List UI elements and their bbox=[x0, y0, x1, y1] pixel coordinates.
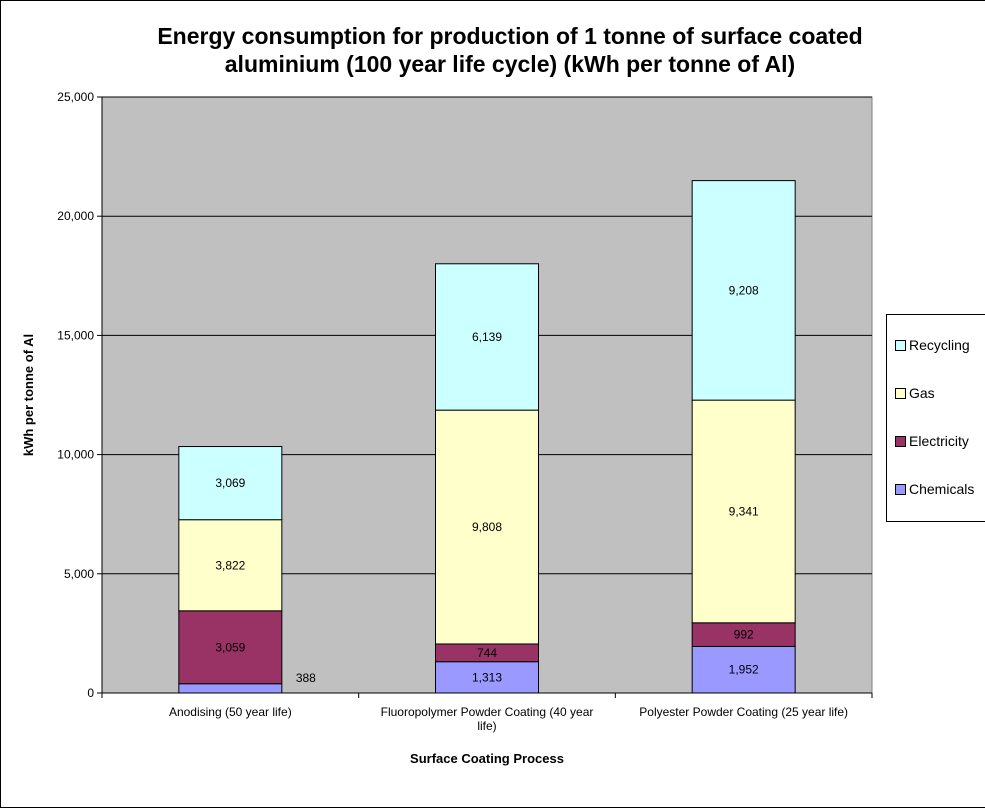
legend-item-gas: Gas bbox=[895, 385, 935, 401]
legend-item-chemicals: Chemicals bbox=[895, 481, 974, 497]
bar-segment-chemicals bbox=[691, 645, 796, 694]
y-tick-label: 15,000 bbox=[57, 328, 94, 342]
x-axis-title: Surface Coating Process bbox=[410, 751, 564, 766]
legend-item-recycling: Recycling bbox=[895, 337, 970, 353]
legend-label-chemicals: Chemicals bbox=[909, 481, 975, 497]
bar-segment-recycling bbox=[691, 180, 796, 401]
y-tick-label: 20,000 bbox=[57, 209, 94, 223]
data-label-electricity: 3,059 bbox=[215, 640, 245, 654]
data-label-gas: 9,341 bbox=[729, 504, 759, 518]
legend-swatch-electricity bbox=[895, 435, 906, 447]
data-label-recycling: 9,208 bbox=[729, 283, 759, 297]
chart-title-line-2: aluminium (100 year life cycle) (kWh per… bbox=[224, 51, 796, 77]
category-label: Anodising (50 year life) bbox=[169, 705, 292, 719]
legend-label-gas: Gas bbox=[909, 385, 935, 401]
legend: Recycling Gas Electricity Chemicals bbox=[886, 314, 985, 522]
category-label: life) bbox=[477, 719, 496, 733]
data-label-gas: 3,822 bbox=[215, 558, 245, 572]
bar-segment-recycling bbox=[435, 263, 539, 411]
y-tick-label: 0 bbox=[87, 686, 94, 700]
bar-segment-electricity bbox=[178, 610, 283, 685]
category-label: Fluoropolymer Powder Coating (40 year bbox=[381, 705, 594, 719]
category-label: Polyester Powder Coating (25 year life) bbox=[639, 705, 848, 719]
legend-swatch-gas bbox=[895, 387, 906, 399]
bar-segment-chemicals bbox=[178, 683, 283, 694]
bar-segment-recycling bbox=[178, 446, 283, 521]
data-label-chemicals: 1,952 bbox=[729, 663, 759, 677]
legend-swatch-chemicals bbox=[895, 483, 906, 495]
data-label-recycling: 6,139 bbox=[472, 330, 502, 344]
legend-label-electricity: Electricity bbox=[909, 433, 969, 449]
y-tick-label: 10,000 bbox=[57, 448, 94, 462]
legend-swatch-recycling bbox=[895, 339, 906, 351]
legend-label-recycling: Recycling bbox=[909, 337, 970, 353]
data-label-chemicals: 388 bbox=[296, 671, 316, 685]
bar-segment-gas bbox=[691, 399, 796, 624]
chart-title: Energy consumption for production of 1 t… bbox=[60, 22, 960, 78]
bar-segment-gas bbox=[435, 409, 539, 645]
data-label-recycling: 3,069 bbox=[215, 476, 245, 490]
y-tick-label: 25,000 bbox=[57, 90, 94, 104]
chart-title-line-1: Energy consumption for production of 1 t… bbox=[157, 23, 863, 49]
data-label-chemicals: 1,313 bbox=[472, 670, 502, 684]
y-axis-title: kWh per tonne of Al bbox=[21, 334, 36, 456]
legend-item-electricity: Electricity bbox=[895, 433, 969, 449]
data-label-electricity: 992 bbox=[734, 628, 754, 642]
data-label-electricity: 744 bbox=[477, 646, 497, 660]
data-label-gas: 9,808 bbox=[472, 520, 502, 534]
y-tick-label: 5,000 bbox=[64, 567, 94, 581]
